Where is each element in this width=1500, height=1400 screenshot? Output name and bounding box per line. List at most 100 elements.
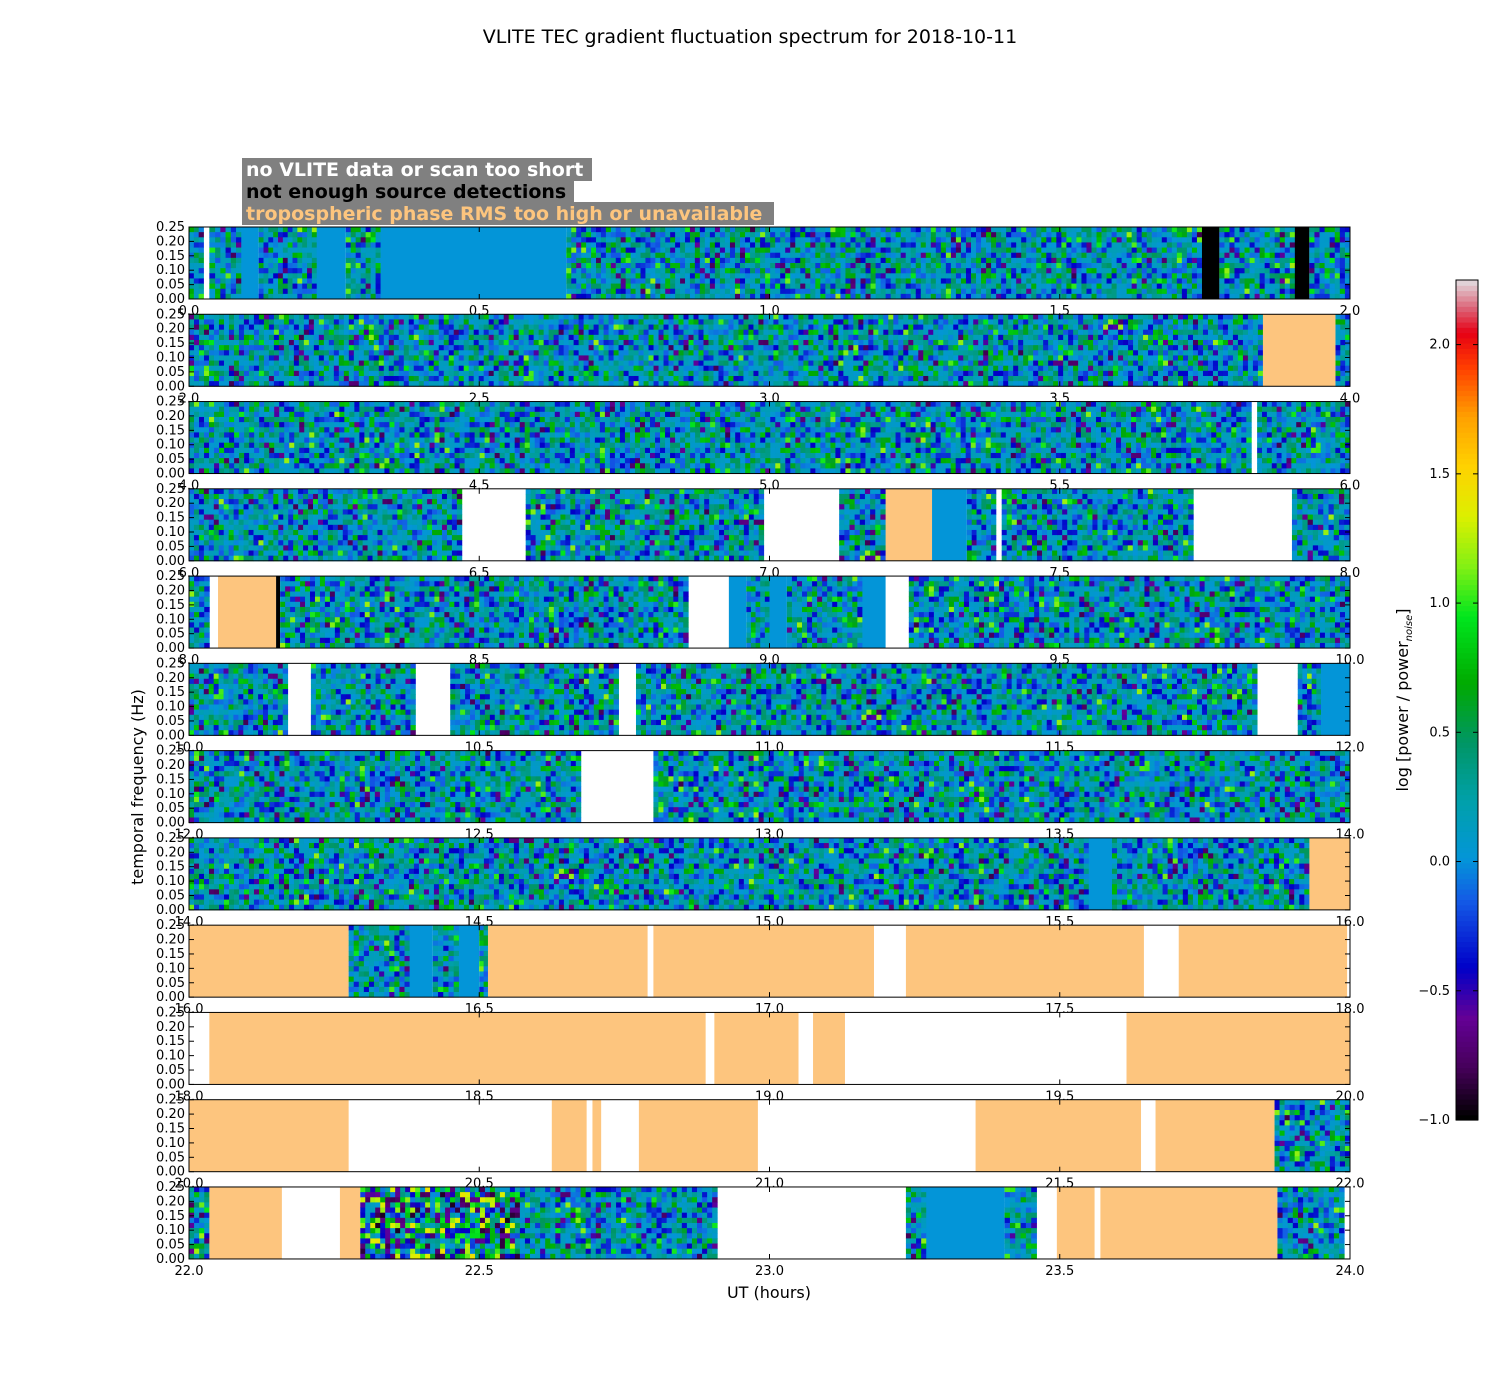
spectrum-cell — [624, 350, 629, 356]
spectrum-cell — [948, 335, 953, 341]
spectrum-cell — [720, 227, 725, 233]
spectrum-cell — [758, 325, 763, 331]
spectrum-cell — [1240, 268, 1245, 274]
spectrum-cell — [489, 319, 494, 325]
spectrum-cell — [1048, 350, 1053, 356]
spectrum-cell — [1245, 268, 1250, 274]
spectrum-cell — [805, 258, 810, 264]
spectrum-cell — [785, 227, 790, 233]
spectrum-cell — [1234, 268, 1239, 274]
spectrum-cell — [913, 340, 918, 346]
spectrum-cell — [760, 232, 765, 238]
spectrum-cell — [843, 340, 848, 346]
spectrum-cell — [981, 263, 986, 269]
spectrum-cell — [655, 248, 660, 254]
spectrum-cell — [1086, 232, 1091, 238]
spectrum-cell — [735, 258, 740, 264]
spectrum-cell — [329, 325, 334, 331]
spectrum-cell — [189, 350, 194, 356]
spectrum-cell — [259, 330, 264, 336]
spectrum-cell — [366, 242, 371, 248]
spectrum-cell — [1031, 273, 1036, 279]
spectrum-cell — [943, 335, 948, 341]
spectrum-cell — [903, 319, 908, 325]
spectrum-cell — [464, 319, 469, 325]
spectrum-cell — [963, 340, 968, 346]
spectrum-cell — [810, 258, 815, 264]
spectrum-cell — [224, 366, 229, 372]
spectrum-cell — [868, 319, 873, 325]
spectrum-cell — [279, 355, 284, 361]
spectrum-cell — [631, 263, 636, 269]
spectrum-cell — [1335, 253, 1340, 259]
spectrum-cell — [961, 248, 966, 254]
spectrum-cell — [429, 376, 434, 382]
spectrum-cell — [743, 325, 748, 331]
spectrum-cell — [1038, 376, 1043, 382]
spectrum-cell — [1157, 263, 1162, 269]
spectrum-cell — [604, 350, 609, 356]
spectrum-cell — [803, 371, 808, 377]
spectrum-cell — [494, 355, 499, 361]
spectrum-cell — [1340, 284, 1345, 290]
spectrum-cell — [564, 325, 569, 331]
spectrum-cell — [389, 319, 394, 325]
spectrum-cell — [504, 314, 509, 320]
spectrum-cell — [981, 227, 986, 233]
spectrum-cell — [464, 340, 469, 346]
spectrum-cell — [946, 284, 951, 290]
spectrum-cell — [876, 237, 881, 243]
spectrum-cell — [576, 248, 581, 254]
spectrum-cell — [968, 325, 973, 331]
spectrum-cell — [220, 278, 226, 284]
spectrum-cell — [695, 253, 700, 259]
spectrum-cell — [189, 376, 194, 382]
spectrum-cell — [848, 314, 853, 320]
spectrum-cell — [1006, 268, 1011, 274]
spectrum-cell — [304, 366, 309, 372]
spectrum-cell — [908, 376, 913, 382]
spectrum-cell — [494, 314, 499, 320]
spectrum-cell — [978, 371, 983, 377]
spectrum-cell — [549, 366, 554, 372]
spectrum-cell — [189, 278, 194, 284]
spectrum-cell — [996, 232, 1001, 238]
spectrum-cell — [1197, 232, 1202, 238]
spectrum-cell — [274, 330, 279, 336]
spectrum-cell — [674, 361, 679, 367]
spectrum-cell — [361, 268, 366, 274]
spectrum-cell — [710, 278, 715, 284]
spectrum-cell — [943, 361, 948, 367]
spectrum-cell — [698, 340, 703, 346]
spectrum-cell — [1071, 268, 1076, 274]
spectrum-cell — [1056, 273, 1061, 279]
spectrum-cell — [1309, 263, 1314, 269]
spectrum-cell — [1265, 248, 1270, 254]
spectrum-cell — [279, 319, 284, 325]
spectrum-cell — [514, 376, 519, 382]
spectrum-cell — [629, 319, 634, 325]
spectrum-cell — [209, 237, 215, 243]
spectrum-cell — [359, 361, 364, 367]
spectrum-cell — [586, 232, 591, 238]
spectrum-cell — [1340, 237, 1345, 243]
spectrum-cell — [805, 284, 810, 290]
spectrum-cell — [740, 237, 745, 243]
spectrum-cell — [838, 350, 843, 356]
spectrum-cell — [464, 350, 469, 356]
spectrum-cell — [1011, 232, 1016, 238]
spectrum-cell — [958, 361, 963, 367]
spectrum-cell — [234, 314, 239, 320]
spectrum-cell — [1028, 325, 1033, 331]
spectrum-cell — [312, 263, 317, 269]
spectrum-cell — [619, 371, 624, 377]
spectrum-cell — [993, 366, 998, 372]
spectrum-cell — [194, 376, 199, 382]
spectrum-cell — [1001, 253, 1006, 259]
spectrum-cell — [931, 232, 936, 238]
spectrum-cell — [374, 345, 379, 351]
spectrum-cell — [244, 340, 249, 346]
spectrum-cell — [815, 253, 820, 259]
spectrum-cell — [783, 366, 788, 372]
spectrum-cell — [908, 319, 913, 325]
